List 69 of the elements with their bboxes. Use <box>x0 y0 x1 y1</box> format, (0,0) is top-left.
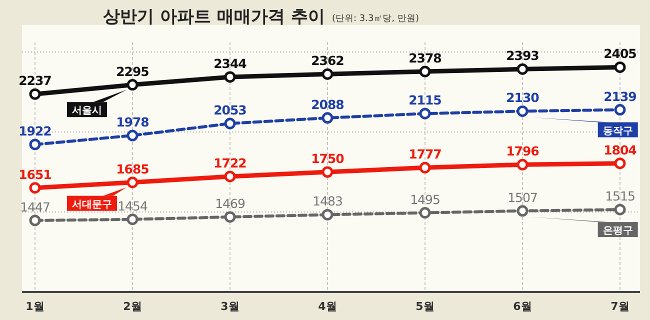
data-label: 1685 <box>116 161 149 176</box>
point <box>516 158 528 170</box>
data-label: 2115 <box>408 92 442 108</box>
x-tick-label: 6월 <box>513 300 532 313</box>
point <box>29 182 41 194</box>
point <box>516 105 528 117</box>
data-label: 2088 <box>311 96 344 112</box>
point <box>516 63 528 75</box>
point <box>126 214 138 226</box>
data-label: 1722 <box>214 155 246 170</box>
data-label: 2053 <box>214 102 246 118</box>
point <box>224 71 236 83</box>
data-label: 1495 <box>410 192 440 207</box>
point <box>419 108 431 120</box>
point <box>29 214 41 226</box>
point <box>126 79 138 91</box>
point <box>224 118 236 130</box>
data-label: 2378 <box>408 50 442 66</box>
data-label: 1515 <box>605 188 635 204</box>
point <box>322 166 334 178</box>
point <box>419 66 431 78</box>
x-tick-label: 2월 <box>123 300 142 313</box>
point <box>322 112 334 124</box>
point <box>614 158 626 170</box>
data-label: 2362 <box>311 53 344 68</box>
point <box>224 211 236 223</box>
data-label: 1922 <box>18 123 52 138</box>
data-label: 1507 <box>508 190 538 205</box>
point <box>614 204 626 216</box>
data-label: 2393 <box>506 48 539 64</box>
data-label: 1447 <box>20 199 50 214</box>
x-tick-label: 7월 <box>610 300 630 313</box>
chart-title: 상반기 아파트 매매가격 추이 <box>103 7 325 27</box>
series-label: 은평구 <box>602 226 633 237</box>
data-label: 1483 <box>312 194 342 209</box>
series-label: 서울시 <box>72 106 102 117</box>
point <box>29 88 41 100</box>
data-label: 1469 <box>215 196 246 211</box>
point <box>614 104 626 116</box>
point <box>516 205 528 217</box>
x-tick-label: 3월 <box>220 300 240 313</box>
point <box>126 130 138 142</box>
point <box>322 208 334 220</box>
data-label: 1804 <box>604 142 638 158</box>
data-label: 1796 <box>506 144 540 159</box>
point <box>126 176 138 188</box>
point <box>322 68 334 80</box>
data-label: 2139 <box>604 88 636 104</box>
point <box>419 207 431 219</box>
data-label: 1978 <box>116 114 149 130</box>
x-tick-label: 4월 <box>318 300 337 313</box>
data-label: 1454 <box>118 198 148 214</box>
point <box>29 138 41 150</box>
chart-subtitle: (단위: 3.3㎡당, 만원) <box>332 14 419 24</box>
data-label: 1750 <box>311 151 345 166</box>
data-label: 1651 <box>18 166 52 182</box>
x-tick-label: 1월 <box>26 300 44 313</box>
data-label: 2405 <box>604 46 636 62</box>
data-label: 2295 <box>116 64 149 79</box>
point <box>224 170 236 182</box>
data-label: 1777 <box>408 146 442 162</box>
series-label: 동작구 <box>602 126 633 137</box>
data-label: 2344 <box>214 56 248 71</box>
x-tick-label: 5월 <box>416 300 434 313</box>
series-label: 서대문구 <box>72 199 112 210</box>
point <box>614 61 626 73</box>
data-label: 2237 <box>18 73 52 88</box>
data-label: 2130 <box>506 90 540 106</box>
point <box>419 162 431 174</box>
